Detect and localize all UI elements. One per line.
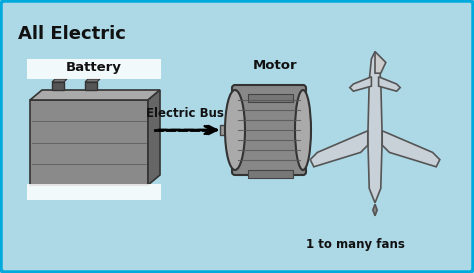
Polygon shape <box>52 79 67 82</box>
FancyBboxPatch shape <box>220 125 238 135</box>
FancyBboxPatch shape <box>248 94 293 102</box>
Polygon shape <box>30 90 160 100</box>
Polygon shape <box>375 52 386 73</box>
FancyBboxPatch shape <box>27 59 161 79</box>
Polygon shape <box>148 90 160 185</box>
FancyBboxPatch shape <box>85 82 97 90</box>
Polygon shape <box>382 131 440 167</box>
Ellipse shape <box>225 90 245 170</box>
Polygon shape <box>85 79 100 82</box>
Text: All Electric: All Electric <box>18 25 126 43</box>
Polygon shape <box>379 77 400 91</box>
FancyBboxPatch shape <box>52 82 64 90</box>
Ellipse shape <box>295 90 311 170</box>
Text: Motor: Motor <box>253 59 297 72</box>
Polygon shape <box>310 131 368 167</box>
Polygon shape <box>368 52 382 203</box>
Text: 1 to many fans: 1 to many fans <box>306 238 404 251</box>
Text: Battery: Battery <box>66 61 122 73</box>
Polygon shape <box>373 204 377 216</box>
Polygon shape <box>350 77 372 91</box>
Text: Electric Bus: Electric Bus <box>146 107 224 120</box>
FancyBboxPatch shape <box>232 85 306 175</box>
FancyBboxPatch shape <box>27 184 161 200</box>
FancyBboxPatch shape <box>30 100 148 185</box>
FancyBboxPatch shape <box>248 170 293 178</box>
